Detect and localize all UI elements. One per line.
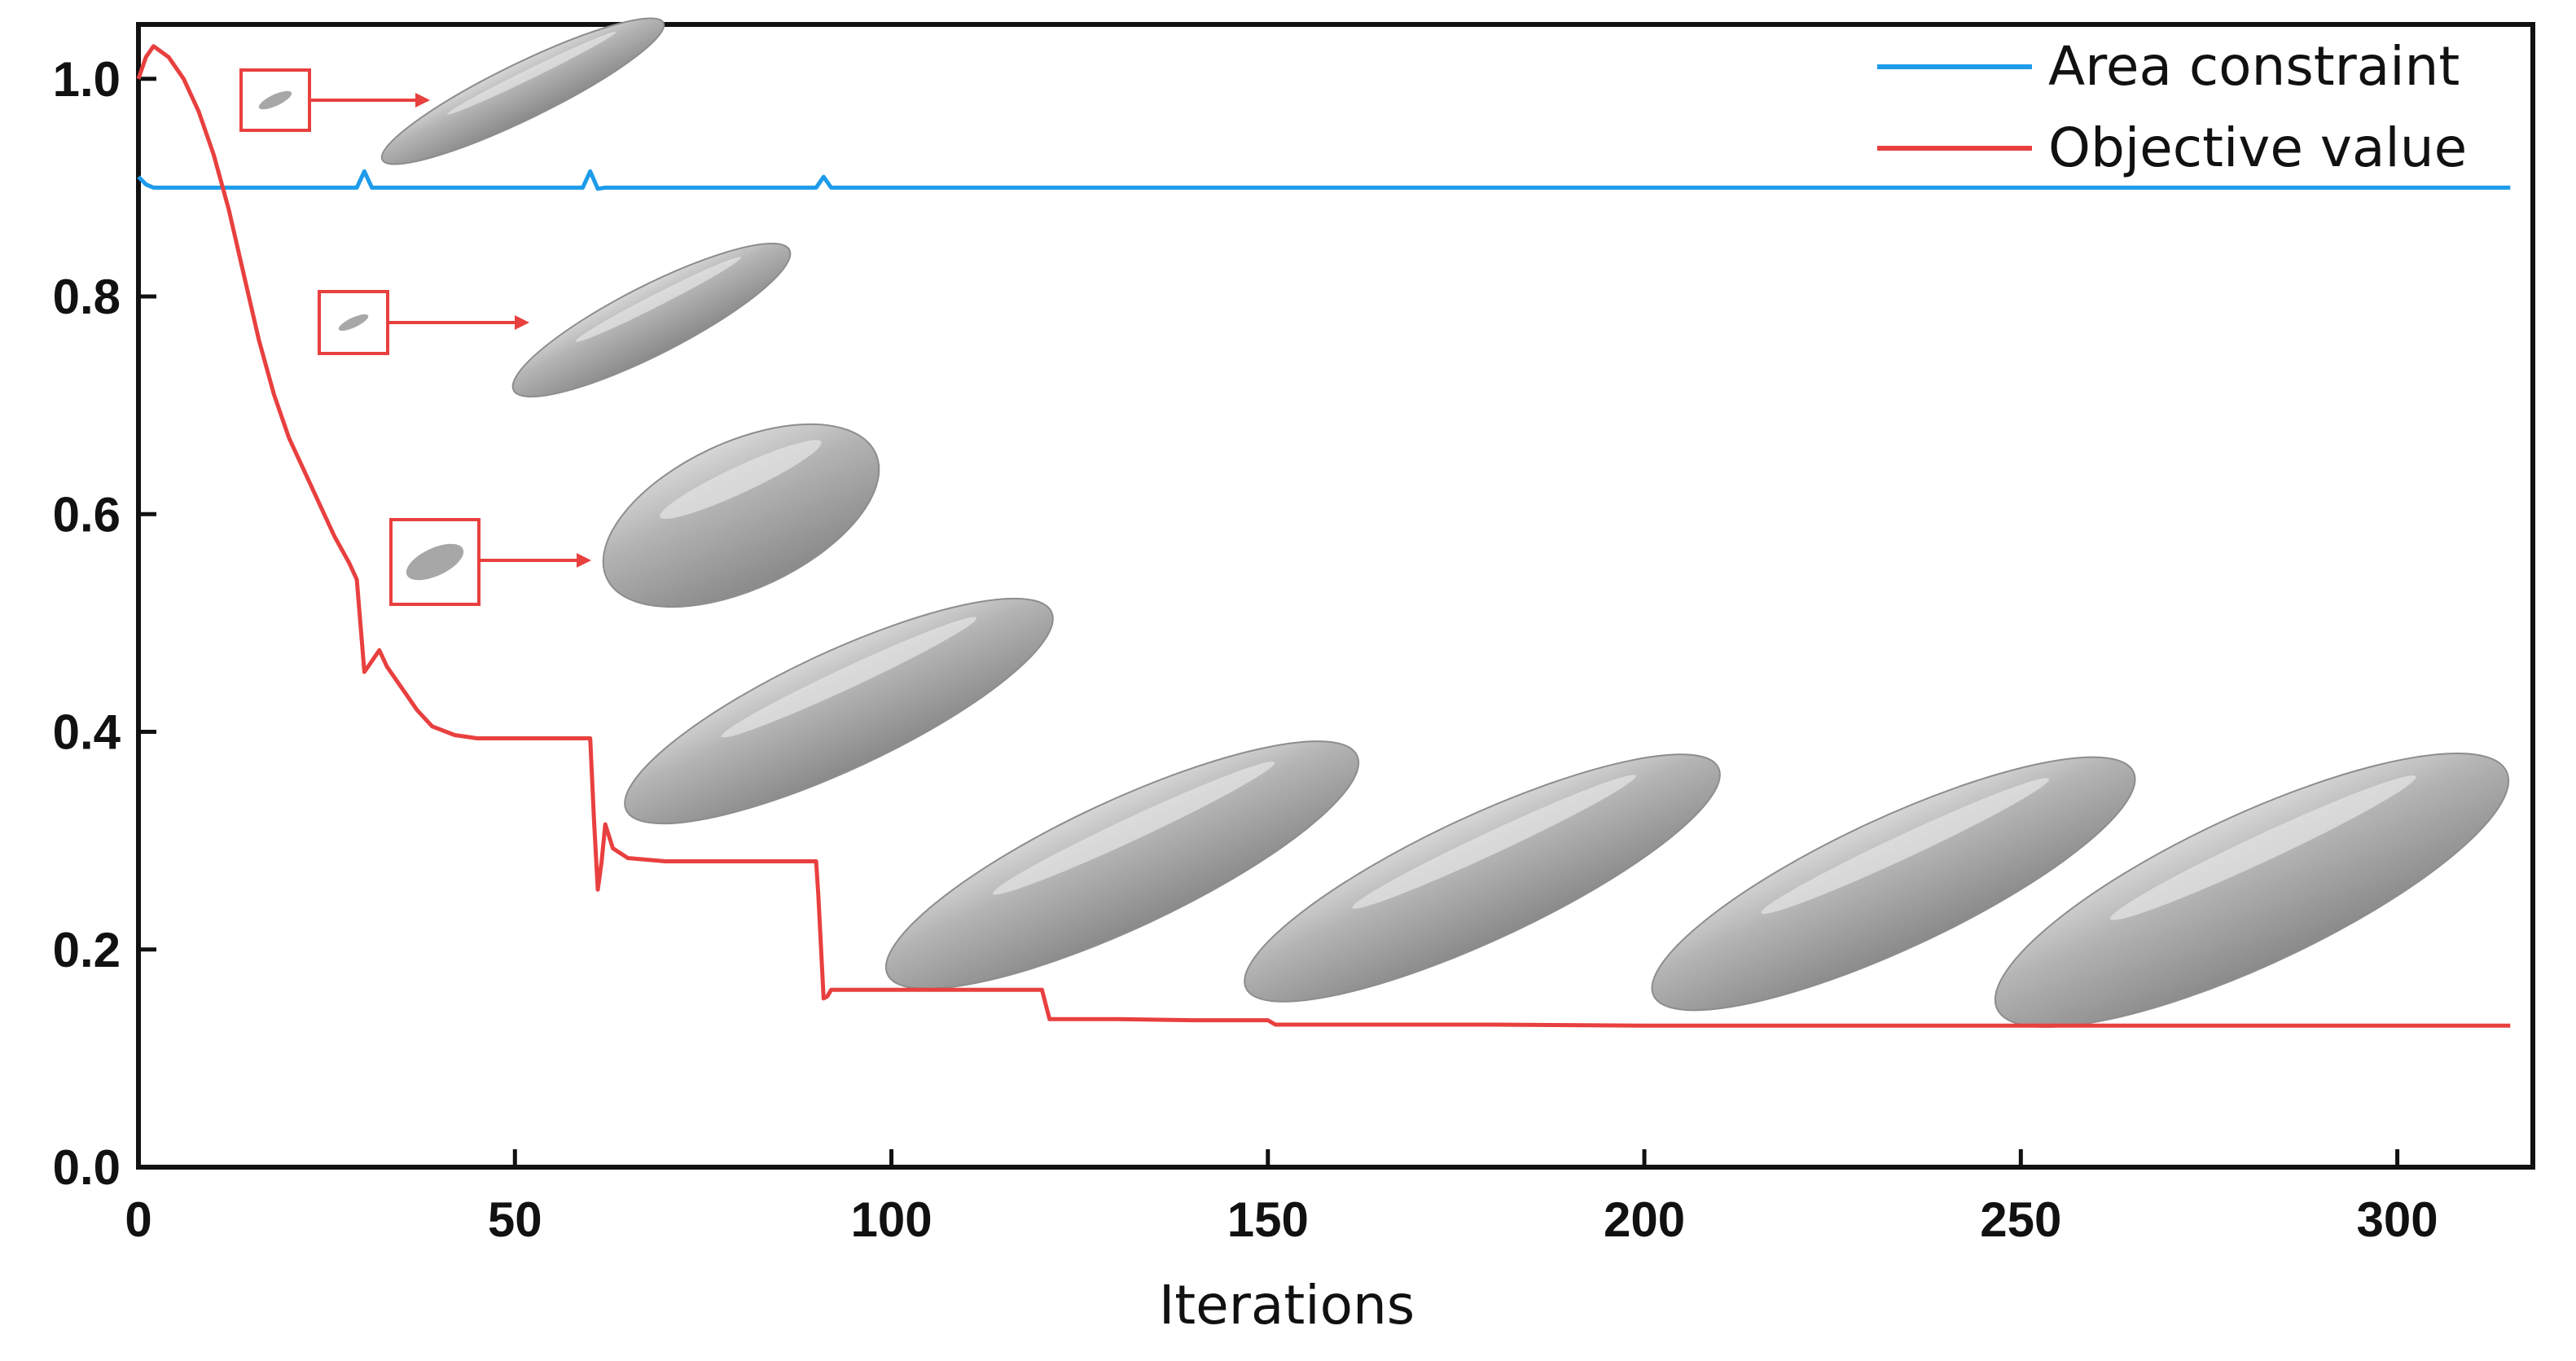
x-axis-title: Iterations xyxy=(1159,1274,1415,1337)
shape-iter-7 xyxy=(1651,756,2136,1012)
series-layer xyxy=(136,44,2511,1028)
x-tick-label: 100 xyxy=(850,1192,932,1247)
shape-inset-1 xyxy=(239,68,430,132)
x-tick-label: 200 xyxy=(1604,1192,1685,1247)
series-line-objective-value xyxy=(136,44,2511,1028)
axis-ticks xyxy=(136,77,2400,1170)
shape-iter-3 xyxy=(602,423,880,608)
shape-iter-2 xyxy=(511,242,792,398)
x-tick-label: 0 xyxy=(125,1192,151,1247)
shape-iter-4 xyxy=(624,597,1054,825)
y-tick-label: 1.0 xyxy=(53,52,121,107)
axis-tick-labels: 0 50 100 150 200 250 300 0.0 0.2 0.4 0.6 0.8 1.0 xyxy=(53,52,2438,1247)
plot-area-border xyxy=(136,22,2535,1170)
shape-inset-2 xyxy=(318,290,529,355)
y-tick-label: 0.0 xyxy=(53,1140,121,1195)
series-line-area-constraint xyxy=(137,169,2511,191)
x-tick-label: 250 xyxy=(1980,1192,2061,1247)
shape-iter-5 xyxy=(884,740,1360,990)
plot-frame xyxy=(136,22,2535,1170)
y-tick-label: 0.4 xyxy=(53,705,121,760)
shape-iter-8 xyxy=(1994,753,2510,1028)
y-tick-label: 0.6 xyxy=(53,487,121,542)
y-tick-label: 0.2 xyxy=(53,923,121,977)
legend-label-objective-value: Objective value xyxy=(2048,116,2467,179)
shape-iter-6 xyxy=(1244,753,1721,1003)
x-tick-label: 300 xyxy=(2357,1192,2438,1247)
shape-iter-1 xyxy=(380,17,665,165)
legend: Area constraint Objective value xyxy=(1877,35,2467,179)
shape-inset-3 xyxy=(389,518,591,606)
legend-label-area-constraint: Area constraint xyxy=(2048,35,2460,98)
shape-illustrations xyxy=(239,17,2510,1028)
x-tick-label: 150 xyxy=(1227,1192,1309,1247)
x-tick-label: 50 xyxy=(488,1192,542,1247)
y-tick-label: 0.8 xyxy=(53,270,121,324)
